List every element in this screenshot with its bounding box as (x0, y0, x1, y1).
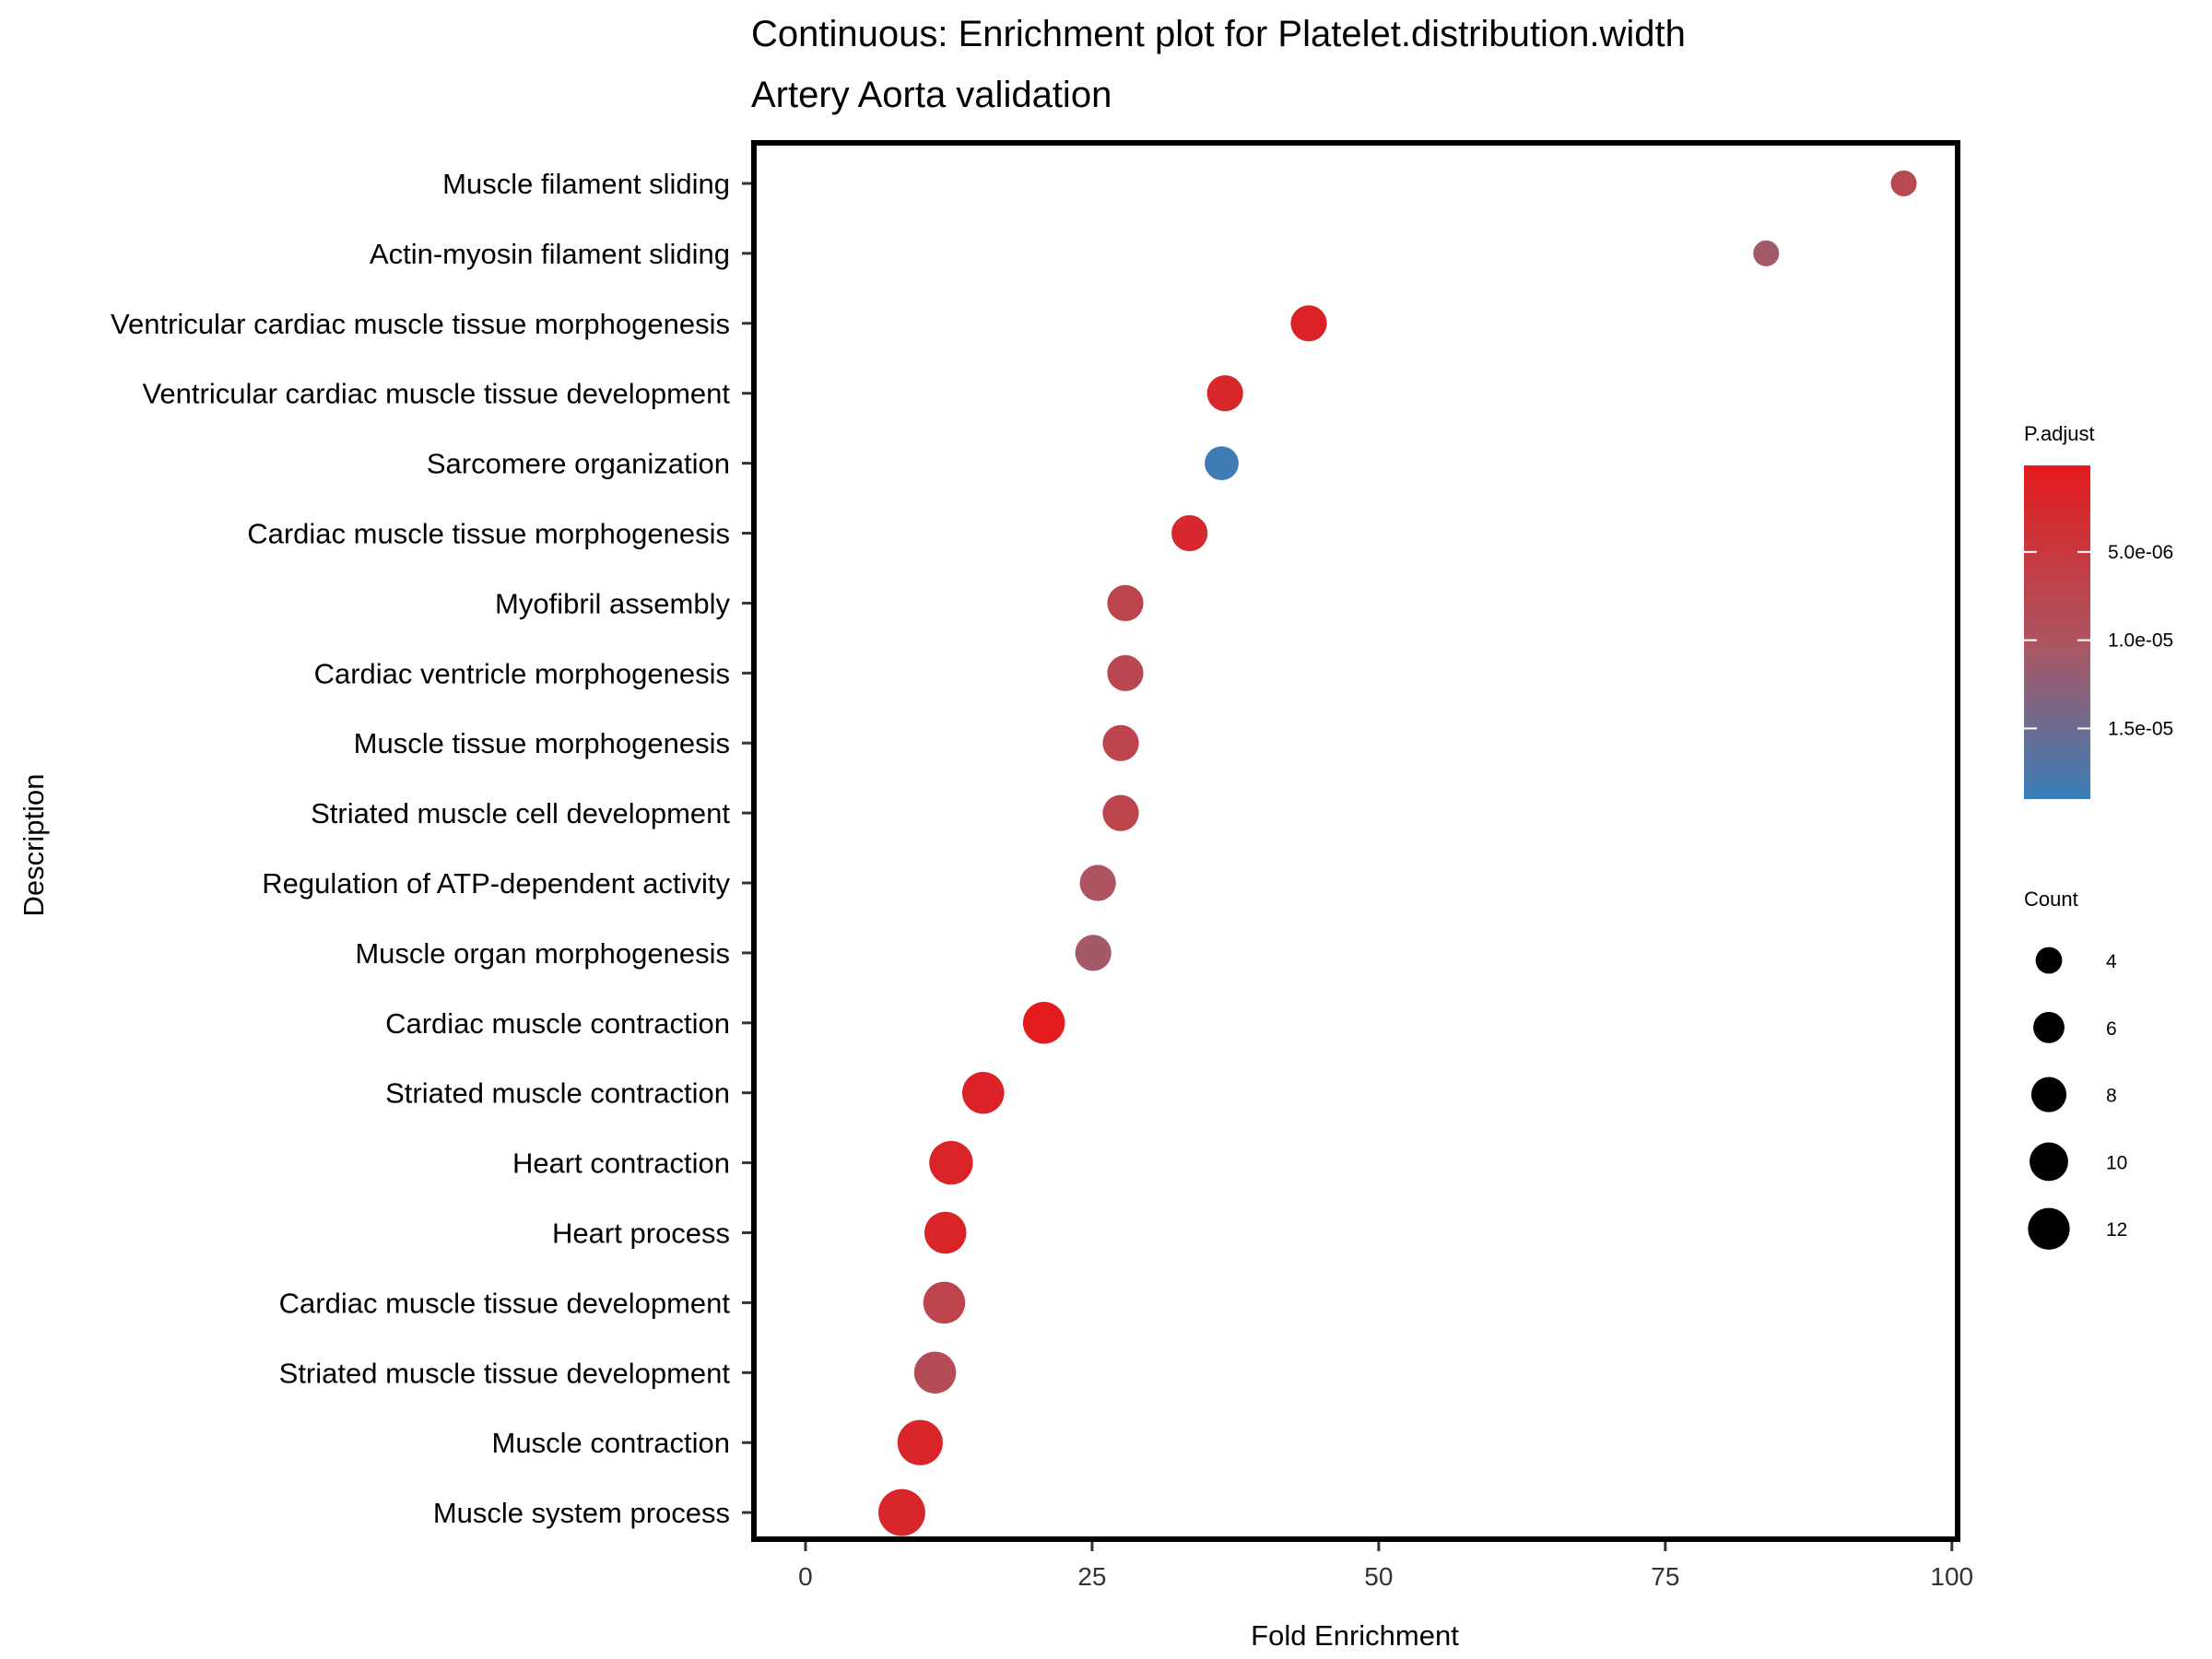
chart-subtitle: Artery Aorta validation (751, 75, 1112, 115)
data-point (1753, 240, 1780, 266)
category-label: Muscle filament sliding (442, 168, 730, 200)
size-legend-label: 6 (2106, 1018, 2117, 1040)
x-tick-label: 100 (1930, 1562, 1973, 1591)
category-label: Muscle contraction (492, 1427, 730, 1459)
data-points (878, 170, 1917, 1536)
data-point (897, 1419, 943, 1465)
data-point (913, 1351, 957, 1394)
size-legend-label: 10 (2106, 1152, 2127, 1173)
size-legend-dot (2030, 1142, 2068, 1182)
category-label: Ventricular cardiac muscle tissue morpho… (111, 308, 730, 340)
data-point (962, 1071, 1005, 1114)
x-axis: 0 25 50 75 100 (798, 1542, 1973, 1591)
category-label: Heart contraction (512, 1147, 730, 1180)
size-legend-dot (2035, 947, 2063, 974)
size-legend-dot (2028, 1207, 2070, 1250)
category-label: Muscle tissue morphogenesis (354, 727, 730, 759)
category-label: Striated muscle contraction (385, 1077, 730, 1110)
category-label: Cardiac muscle tissue development (279, 1287, 731, 1319)
data-point (1890, 170, 1917, 197)
size-legend-dot (2033, 1011, 2065, 1043)
data-point (1079, 865, 1116, 901)
data-point (924, 1211, 967, 1254)
size-legend-label: 12 (2106, 1219, 2127, 1241)
size-legend-label: 4 (2106, 951, 2117, 972)
x-tick-label: 75 (1651, 1562, 1679, 1591)
y-axis-title: Description (18, 773, 50, 916)
color-legend-bar (2024, 465, 2090, 799)
category-label: Heart process (552, 1218, 730, 1250)
category-label: Muscle organ morphogenesis (355, 937, 730, 970)
category-label: Actin-myosin filament sliding (370, 238, 730, 270)
data-point (923, 1281, 966, 1324)
y-axis-category-labels: Muscle filament sliding Actin-myosin fila… (111, 168, 730, 1529)
category-label: Regulation of ATP-dependent activity (262, 867, 730, 900)
category-label: Muscle system process (433, 1497, 730, 1529)
x-axis-title: Fold Enrichment (1251, 1619, 1459, 1652)
color-legend: P.adjust 5.0e-06 1.0e-05 1.5e-05 (2024, 422, 2173, 799)
plot-panel-border (751, 140, 1960, 1542)
data-point (1102, 794, 1139, 831)
data-point (878, 1488, 925, 1536)
data-point (1171, 514, 1208, 552)
chart-title: Continuous: Enrichment plot for Platelet… (751, 14, 1686, 54)
size-legend: Count 4 6 8 10 12 (2024, 888, 2127, 1250)
data-point (1206, 375, 1243, 412)
y-axis-ticks (742, 182, 751, 1514)
category-label: Cardiac ventricle morphogenesis (314, 657, 730, 689)
x-tick-label: 50 (1364, 1562, 1393, 1591)
data-point (1022, 1002, 1065, 1044)
color-legend-label: 1.5e-05 (2108, 718, 2173, 739)
size-legend-title: Count (2024, 888, 2078, 911)
color-legend-title: P.adjust (2024, 422, 2095, 445)
size-legend-label: 8 (2106, 1086, 2117, 1107)
color-legend-label: 1.0e-05 (2108, 630, 2173, 652)
size-legend-dot (2030, 1077, 2067, 1112)
category-label: Ventricular cardiac muscle tissue develo… (142, 378, 730, 410)
category-label: Sarcomere organization (427, 448, 730, 480)
category-label: Striated muscle cell development (311, 797, 730, 830)
data-point (1102, 724, 1139, 761)
category-label: Cardiac muscle tissue morphogenesis (247, 518, 730, 550)
color-legend-label: 5.0e-06 (2108, 542, 2173, 563)
data-point (929, 1140, 973, 1185)
data-point (1290, 305, 1327, 342)
data-point (1107, 584, 1144, 622)
data-point (1205, 446, 1239, 481)
category-label: Cardiac muscle contraction (385, 1007, 730, 1040)
category-label: Striated muscle tissue development (279, 1357, 731, 1389)
data-point (1107, 654, 1144, 691)
x-tick-label: 25 (1077, 1562, 1106, 1591)
category-label: Myofibril assembly (495, 587, 730, 619)
data-point (1075, 935, 1112, 971)
x-tick-label: 0 (798, 1562, 813, 1591)
